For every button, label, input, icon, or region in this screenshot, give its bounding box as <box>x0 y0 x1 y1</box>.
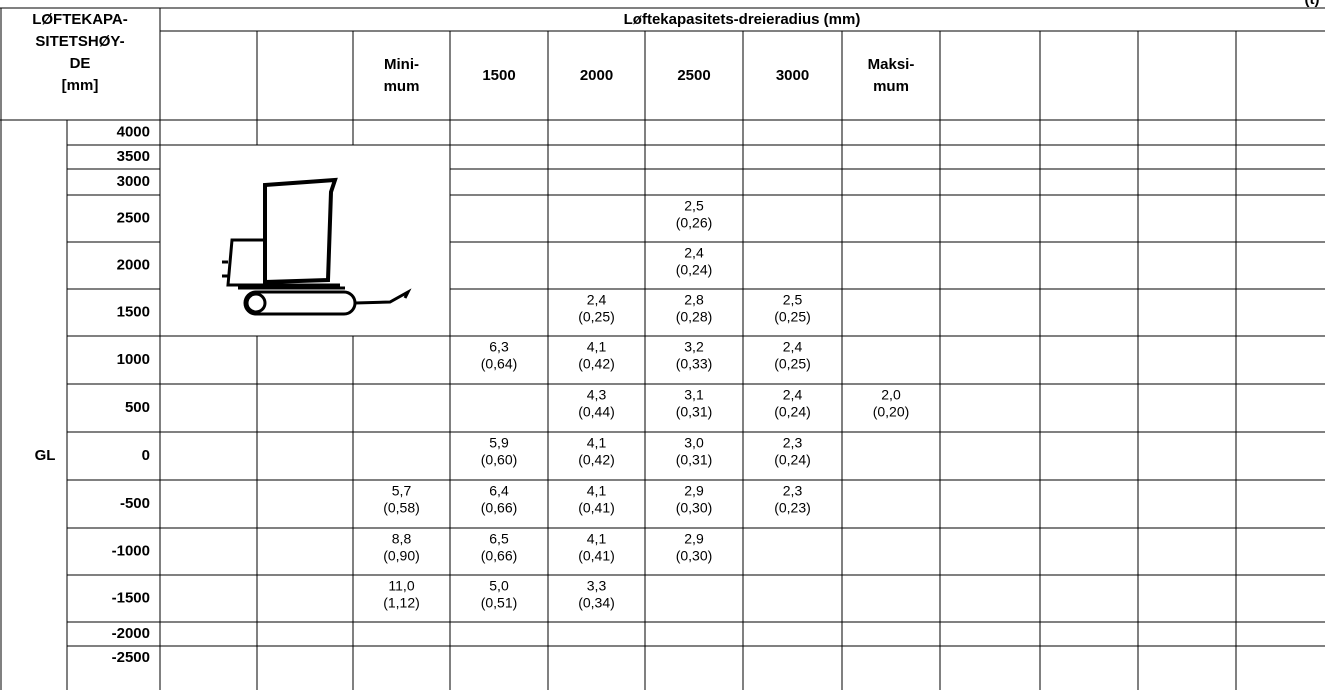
cell-load: (0,41) <box>578 500 615 516</box>
cell-load: (0,24) <box>676 262 713 278</box>
cell-value: 5,9 <box>489 435 509 451</box>
cell-load: (0,34) <box>578 595 615 611</box>
row-height: 3000 <box>117 173 150 190</box>
cell-value: 4,1 <box>587 339 607 355</box>
column-header: 1500 <box>482 67 515 84</box>
cell-load: (0,25) <box>774 309 811 325</box>
table-title: Løftekapasitets-dreieradius (mm) <box>624 11 861 28</box>
row-height: 2000 <box>117 256 150 273</box>
cell-value: 3,0 <box>684 435 704 451</box>
cell-load: (0,66) <box>481 548 518 564</box>
cell-value: 2,9 <box>684 531 704 547</box>
cell-load: (0,26) <box>676 215 713 231</box>
cell-value: 2,3 <box>783 483 803 499</box>
cell-value: 2,5 <box>684 198 704 214</box>
row-height: 4000 <box>117 123 150 140</box>
row-height: 1000 <box>117 351 150 368</box>
cell-load: (0,20) <box>873 404 910 420</box>
row-height: -500 <box>120 495 150 512</box>
column-header: mum <box>384 78 420 95</box>
cell-value: 2,4 <box>783 339 803 355</box>
cell-value: 3,2 <box>684 339 704 355</box>
cell-value: 6,5 <box>489 531 509 547</box>
cell-value: 2,0 <box>881 387 901 403</box>
cell-value: 3,1 <box>684 387 704 403</box>
cell-value: 2,4 <box>783 387 803 403</box>
column-header: Mini- <box>384 56 419 73</box>
cell-value: 2,8 <box>684 292 704 308</box>
cell-load: (0,42) <box>578 452 615 468</box>
cell-load: (0,33) <box>676 356 713 372</box>
cell-value: 6,3 <box>489 339 509 355</box>
cell-value: 3,3 <box>587 578 607 594</box>
cell-load: (0,25) <box>774 356 811 372</box>
side-label: GL <box>35 447 56 464</box>
cell-load: (0,28) <box>676 309 713 325</box>
row-height: 0 <box>142 447 150 464</box>
cell-load: (0,30) <box>676 500 713 516</box>
cell-load: (0,51) <box>481 595 518 611</box>
cell-load: (0,58) <box>383 500 420 516</box>
cell-load: (0,24) <box>774 452 811 468</box>
row-header: DE <box>70 55 91 72</box>
cell-value: 2,9 <box>684 483 704 499</box>
cell-value: 4,3 <box>587 387 607 403</box>
cell-load: (0,24) <box>774 404 811 420</box>
cell-value: 2,5 <box>783 292 803 308</box>
cell-value: 6,4 <box>489 483 509 499</box>
row-height: -1500 <box>112 589 150 606</box>
cell-value: 8,8 <box>392 531 412 547</box>
column-header: 2000 <box>580 67 613 84</box>
cell-value: 5,7 <box>392 483 412 499</box>
row-height: 2500 <box>117 209 150 226</box>
row-header: [mm] <box>62 77 99 94</box>
row-height: 3500 <box>117 148 150 165</box>
cell-load: (0,90) <box>383 548 420 564</box>
column-header: mum <box>873 78 909 95</box>
cell-load: (0,42) <box>578 356 615 372</box>
cell-load: (0,41) <box>578 548 615 564</box>
column-header: Maksi- <box>868 56 915 73</box>
cell-load: (0,31) <box>676 452 713 468</box>
row-height: 1500 <box>117 303 150 320</box>
row-header: LØFTEKAPA- <box>32 11 128 28</box>
cell-value: 11,0 <box>388 578 414 594</box>
row-height: -2500 <box>112 649 150 666</box>
cell-load: (0,25) <box>578 309 615 325</box>
cell-value: 2,4 <box>587 292 607 308</box>
cell-value: 5,0 <box>489 578 509 594</box>
column-header: 3000 <box>776 67 809 84</box>
cell-load: (0,30) <box>676 548 713 564</box>
cell-load: (0,23) <box>774 500 811 516</box>
row-height: -2000 <box>112 625 150 642</box>
cell-load: (1,12) <box>383 595 420 611</box>
cell-load: (0,66) <box>481 500 518 516</box>
cell-value: 2,3 <box>783 435 803 451</box>
column-header: 2500 <box>677 67 710 84</box>
row-header: SITETSHØY- <box>35 33 124 50</box>
row-height: -1000 <box>112 542 150 559</box>
corner-note: (t) <box>1305 0 1320 8</box>
row-height: 500 <box>125 399 150 416</box>
cell-value: 4,1 <box>587 531 607 547</box>
cell-value: 4,1 <box>587 435 607 451</box>
cell-load: (0,31) <box>676 404 713 420</box>
cell-load: (0,64) <box>481 356 518 372</box>
excavator-icon <box>222 177 412 316</box>
cell-load: (0,60) <box>481 452 518 468</box>
cell-load: (0,44) <box>578 404 615 420</box>
cell-value: 2,4 <box>684 245 704 261</box>
cell-value: 4,1 <box>587 483 607 499</box>
